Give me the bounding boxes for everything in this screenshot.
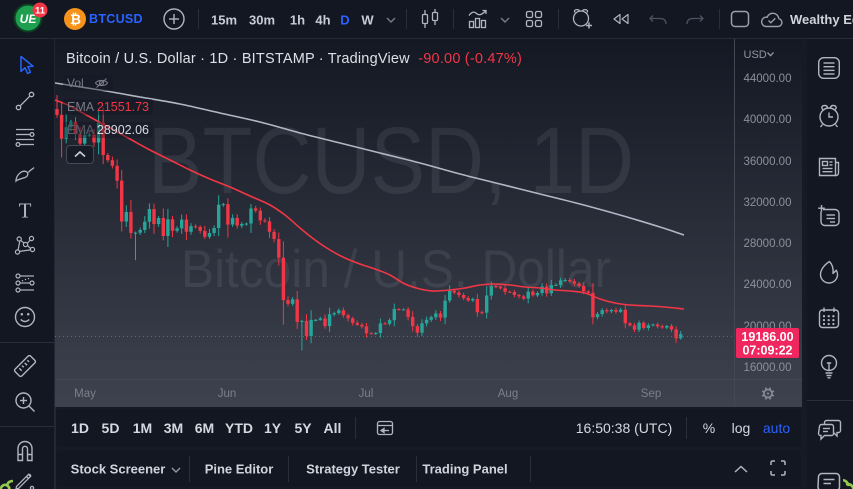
svg-text:Jun: Jun <box>218 388 237 400</box>
svg-text:Sep: Sep <box>641 388 661 400</box>
svg-text:36000.00: 36000.00 <box>744 156 792 168</box>
svg-text:16000.00: 16000.00 <box>744 362 792 374</box>
svg-text:28000.00: 28000.00 <box>744 238 792 250</box>
svg-text:11: 11 <box>35 5 46 16</box>
svg-text:07:09:22: 07:09:22 <box>742 344 792 358</box>
svg-text:T: T <box>19 199 32 223</box>
svg-text:24000.00: 24000.00 <box>744 279 792 291</box>
svg-text:UE: UE <box>20 12 38 26</box>
svg-text:44000.00: 44000.00 <box>744 73 792 85</box>
svg-text:32000.00: 32000.00 <box>744 197 792 209</box>
svg-text:40000.00: 40000.00 <box>744 114 792 126</box>
svg-text:19186.00: 19186.00 <box>741 330 793 344</box>
svg-text:May: May <box>74 388 96 400</box>
svg-text:Bitcoin / U.S. Dollar: Bitcoin / U.S. Dollar <box>181 240 611 299</box>
svg-text:₿: ₿ <box>70 12 81 27</box>
svg-text:USD: USD <box>744 49 767 61</box>
svg-text:BTCUSD, 1D: BTCUSD, 1D <box>148 108 634 214</box>
svg-text:Jul: Jul <box>359 388 374 400</box>
svg-text:Aug: Aug <box>498 388 518 400</box>
